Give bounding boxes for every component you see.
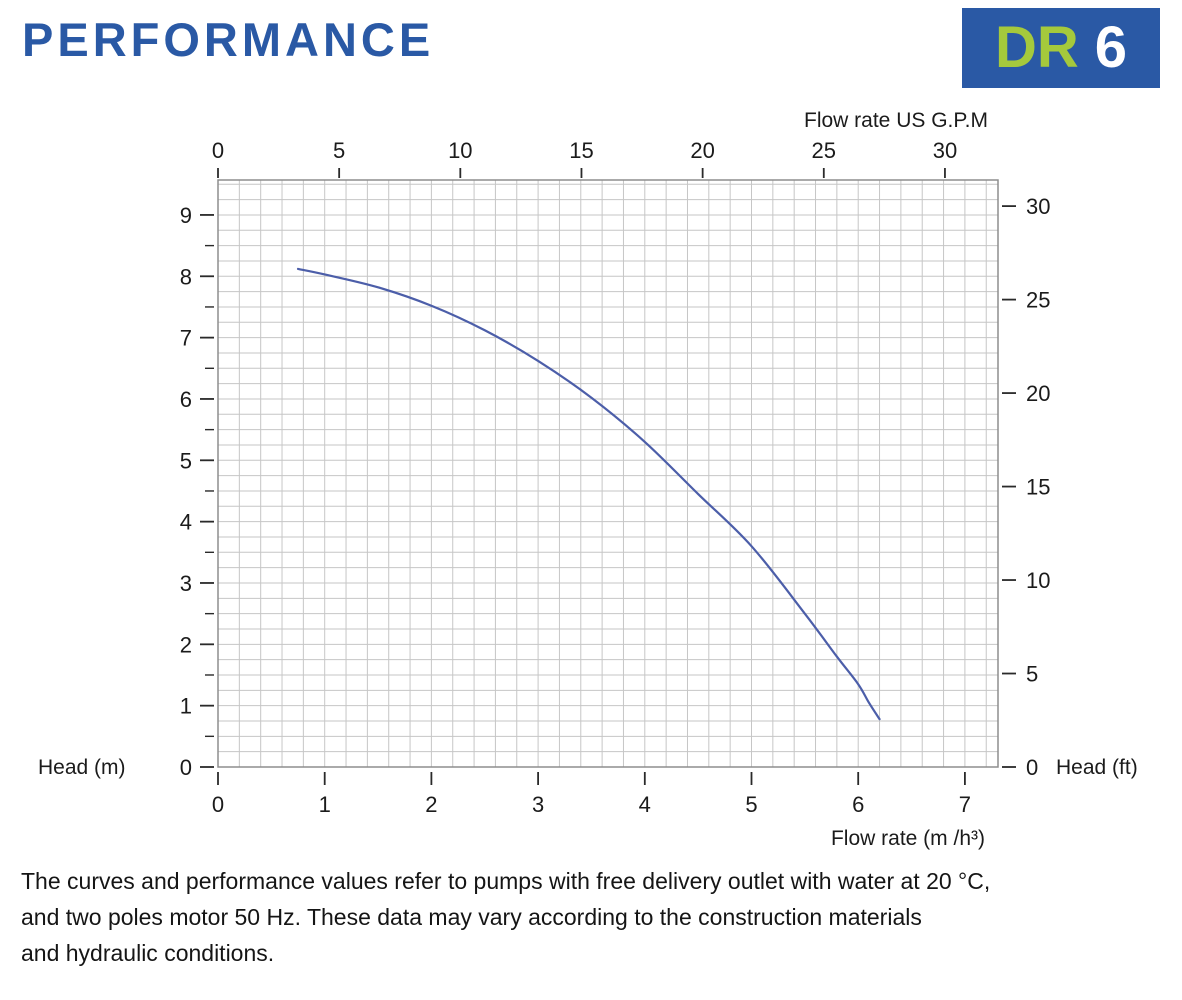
performance-curve-path: [296, 267, 881, 721]
left-axis-tick-label: 8: [180, 264, 192, 289]
right-axis-tick-label: 5: [1026, 662, 1038, 687]
top-axis-tick-label: 15: [569, 138, 593, 163]
bottom-axis-tick-label: 6: [852, 792, 864, 817]
top-axis-tick-label: 20: [690, 138, 714, 163]
bottom-axis-tick-label: 4: [639, 792, 651, 817]
model-prefix: DR: [994, 15, 1079, 80]
grid: [217, 180, 998, 768]
axis-ticks: [200, 168, 1016, 785]
model-badge: DR 6: [962, 8, 1160, 88]
bottom-axis-tick-label: 2: [425, 792, 437, 817]
bottom-axis-tick-label: 0: [212, 792, 224, 817]
top-axis-title: Flow rate US G.P.M: [804, 109, 988, 132]
left-axis-tick-label: 7: [180, 326, 192, 351]
page-title: PERFORMANCE: [22, 13, 435, 66]
axis-titles: Flow rate US G.P.M Flow rate (m /h³) Head …: [38, 109, 1138, 850]
right-axis-tick-label: 10: [1026, 568, 1050, 593]
right-axis-tick-label: 0: [1026, 755, 1038, 780]
top-axis-tick-label: 10: [448, 138, 472, 163]
left-axis-tick-label: 1: [180, 694, 192, 719]
left-axis-title: Head (m): [38, 756, 126, 779]
right-axis-tick-label: 25: [1026, 288, 1050, 313]
plot-border: [217, 179, 999, 768]
left-axis-tick-label: 3: [180, 571, 192, 596]
footer-line: and hydraulic conditions.: [21, 939, 275, 966]
left-axis-tick-label: 9: [180, 203, 192, 228]
footer-line: The curves and performance values refer …: [21, 868, 991, 894]
right-axis-title: Head (ft): [1056, 756, 1138, 779]
top-axis-tick-label: 25: [812, 138, 836, 163]
right-axis-tick-label: 20: [1026, 381, 1050, 406]
top-axis-tick-label: 5: [333, 138, 345, 163]
left-axis-tick-label: 4: [180, 510, 192, 535]
right-axis-tick-label: 15: [1026, 475, 1050, 500]
footer-note: The curves and performance values refer …: [21, 864, 1161, 972]
axis-tick-labels: 0 5 10 15 20 25 30 0 1 2 3 4 5 6 7 0 1 2 3 4 5 6 7 8 9 0 5 10 15 20 25…: [180, 138, 1051, 817]
left-axis-tick-label: 2: [180, 632, 192, 657]
left-axis-tick-label: 5: [180, 448, 192, 473]
top-axis-tick-label: 0: [212, 138, 224, 163]
plot-border-rect: [217, 179, 999, 768]
top-axis-tick-label: 30: [933, 138, 957, 163]
left-axis-tick-label: 6: [180, 387, 192, 412]
left-axis-tick-label: 0: [180, 755, 192, 780]
right-axis-tick-label: 30: [1026, 194, 1050, 219]
head-flow-curve: [296, 267, 881, 721]
bottom-axis-tick-label: 3: [532, 792, 544, 817]
bottom-axis-tick-label: 1: [319, 792, 331, 817]
footer-line: and two poles motor 50 Hz. These data ma…: [21, 903, 922, 930]
bottom-axis-title: Flow rate (m /h³): [831, 827, 985, 850]
model-number: 6: [1094, 15, 1128, 80]
bottom-axis-tick-label: 7: [959, 792, 971, 817]
bottom-axis-tick-label: 5: [745, 792, 757, 817]
